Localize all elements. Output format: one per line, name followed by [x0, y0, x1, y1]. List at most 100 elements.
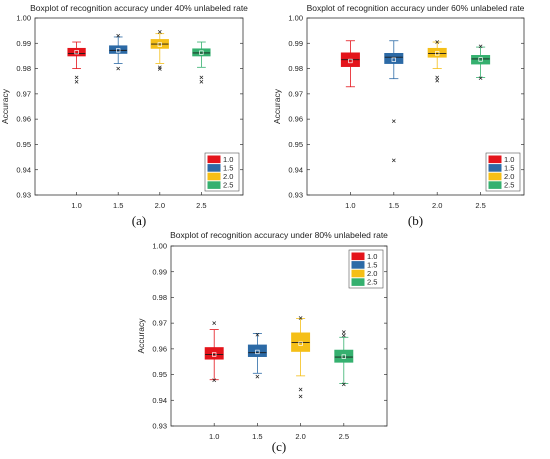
outlier-stroke	[116, 66, 121, 71]
chart-panel-2: Boxplot of recognition accuracy under 60…	[272, 3, 525, 228]
panel-caption: (b)	[408, 213, 423, 228]
legend-label: 2.0	[223, 172, 233, 181]
box-1.5	[384, 40, 404, 163]
outlier-point	[341, 330, 346, 334]
x-tick-label: 2.0	[155, 201, 165, 210]
outlier-point	[199, 75, 204, 80]
mean-marker	[255, 349, 260, 355]
plot-frame	[306, 17, 525, 196]
outlier-point	[157, 65, 162, 70]
mean-marker	[116, 48, 121, 53]
y-axis-label: Accuracy	[0, 88, 10, 124]
box-1.5	[109, 33, 128, 71]
box-body	[192, 48, 211, 57]
y-axis-label: Accuracy	[272, 88, 282, 124]
outlier-point	[435, 78, 440, 83]
outlier-stroke	[212, 378, 217, 383]
outlier-stroke	[478, 44, 483, 49]
mean-marker	[74, 49, 79, 55]
outlier-point	[341, 382, 346, 387]
legend-swatch-1.5	[207, 164, 221, 172]
y-axis-label: Accuracy	[136, 318, 146, 354]
legend-label: 1.0	[504, 155, 514, 164]
box-2.5	[471, 44, 491, 81]
legend-label: 2.5	[367, 278, 377, 287]
outlier-stroke	[157, 65, 162, 70]
plot-frame	[170, 245, 388, 427]
y-tick-label: 0.97	[16, 89, 31, 98]
legend-swatch-2.5	[207, 181, 221, 189]
box-body	[471, 55, 491, 65]
box-2.0	[427, 40, 447, 83]
outlier-stroke	[199, 75, 204, 80]
legend-swatch-2.0	[488, 172, 502, 181]
box-1.0	[67, 41, 86, 84]
y-tick-label: 0.98	[288, 64, 303, 73]
y-tick-label: 0.97	[152, 319, 167, 328]
legend-swatch-2.0	[207, 172, 221, 181]
y-tick-label: 0.95	[152, 370, 167, 379]
outlier-stroke	[391, 158, 396, 163]
outlier-stroke	[298, 394, 303, 399]
y-tick-label: 0.97	[288, 89, 303, 98]
y-tick-label: 1.00	[16, 14, 31, 23]
y-tick-label: 0.95	[16, 140, 31, 149]
mean-marker	[199, 50, 204, 55]
outlier-stroke	[435, 40, 440, 44]
legend-swatch-1.5	[351, 261, 365, 269]
outlier-point	[212, 321, 217, 325]
outlier-point	[199, 79, 204, 84]
outlier-point	[116, 33, 121, 38]
x-tick-label: 1.0	[345, 201, 355, 210]
x-tick-label: 2.0	[295, 432, 305, 441]
outlier-point	[435, 75, 440, 80]
box-body	[384, 53, 404, 64]
legend-label: 2.0	[367, 269, 377, 278]
mean-marker	[157, 42, 162, 47]
y-tick-label: 0.93	[16, 191, 31, 200]
outlier-stroke	[255, 374, 260, 379]
outlier-stroke	[116, 33, 121, 38]
y-tick-label: 0.96	[288, 115, 303, 124]
legend-swatch-2.5	[351, 278, 365, 286]
y-tick-label: 0.98	[152, 293, 167, 302]
legend-swatch-1.0	[351, 252, 365, 261]
legend-label: 2.5	[223, 181, 233, 190]
y-tick-label: 1.00	[288, 14, 303, 23]
legend-swatch-2.0	[351, 269, 365, 278]
legend-label: 1.5	[367, 260, 377, 269]
y-tick-label: 0.94	[16, 165, 31, 174]
box-1.0	[204, 321, 224, 383]
legend: 1.01.52.02.5	[348, 249, 384, 289]
y-tick-label: 0.95	[288, 140, 303, 149]
legend-label: 2.5	[504, 181, 514, 190]
mean-marker	[435, 51, 440, 56]
outlier-point	[255, 374, 260, 379]
y-tick-label: 0.98	[16, 64, 31, 73]
outlier-point	[298, 316, 303, 320]
y-tick-label: 0.99	[288, 39, 303, 48]
outlier-stroke	[435, 78, 440, 83]
box-body	[334, 349, 354, 363]
outlier-point	[435, 40, 440, 44]
outlier-stroke	[341, 382, 346, 387]
mean-marker	[478, 57, 483, 62]
outlier-stroke	[255, 332, 260, 337]
outlier-stroke	[298, 387, 303, 392]
legend-label: 1.5	[504, 163, 514, 172]
outlier-point	[298, 394, 303, 399]
legend-label: 1.0	[223, 155, 233, 164]
y-tick-label: 0.96	[152, 344, 167, 353]
outlier-point	[478, 44, 483, 49]
outlier-stroke	[212, 321, 217, 325]
mean-marker	[212, 352, 217, 357]
panel-caption: (c)	[272, 439, 286, 454]
chart-panel-1: Boxplot of recognition accuracy under 40…	[0, 3, 248, 228]
outlier-point	[478, 76, 483, 81]
y-tick-label: 0.99	[16, 39, 31, 48]
outlier-point	[212, 378, 217, 383]
outlier-stroke	[199, 79, 204, 84]
box-1.5	[247, 332, 267, 379]
outlier-point	[341, 333, 346, 338]
